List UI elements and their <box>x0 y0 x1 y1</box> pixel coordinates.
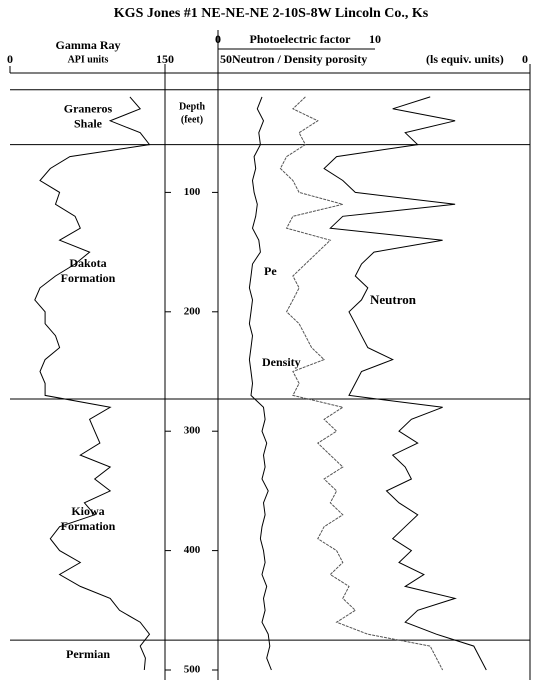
porosity-tick-label: 50 <box>220 52 232 66</box>
depth-label: Depth <box>179 101 206 112</box>
neutron-annotation: Neutron <box>370 292 417 307</box>
gamma-tick-label: 0 <box>7 52 13 66</box>
depth-tick-label: 100 <box>184 186 201 198</box>
pe-tick-label: 0 <box>215 32 221 46</box>
formation-label: Dakota <box>69 256 106 270</box>
formation-label: Formation <box>61 271 116 285</box>
gamma-units: API units <box>68 54 109 65</box>
depth-tick-label: 300 <box>184 425 201 437</box>
gamma-label: Gamma Ray <box>56 38 121 52</box>
pe-annotation: Pe <box>264 264 277 278</box>
formation-label: Permian <box>66 647 110 661</box>
formation-label: Kiowa <box>71 504 104 518</box>
pe-label: Photoelectric factor <box>250 32 352 46</box>
gamma-tick-label: 150 <box>156 52 174 66</box>
gamma-curve <box>34 96 151 671</box>
porosity-curve <box>279 96 444 671</box>
depth-tick-label: 200 <box>184 305 201 317</box>
porosity-curve <box>323 96 487 671</box>
porosity-label: Neutron / Density porosity <box>232 52 367 66</box>
formation-label: Shale <box>74 116 103 130</box>
depth-tick-label: 400 <box>184 544 201 556</box>
pe-curve <box>248 96 272 671</box>
chart-title: KGS Jones #1 NE-NE-NE 2-10S-8W Lincoln C… <box>114 6 429 21</box>
density-annotation: Density <box>262 355 301 369</box>
formation-label: Graneros <box>64 101 113 115</box>
formation-label: Formation <box>61 519 116 533</box>
porosity-units: (ls equiv. units) <box>426 52 504 66</box>
depth-tick-label: 500 <box>184 664 201 676</box>
depth-label: (feet) <box>181 114 203 125</box>
porosity-tick-label: 0 <box>522 52 528 66</box>
pe-tick-label: 10 <box>369 32 381 46</box>
